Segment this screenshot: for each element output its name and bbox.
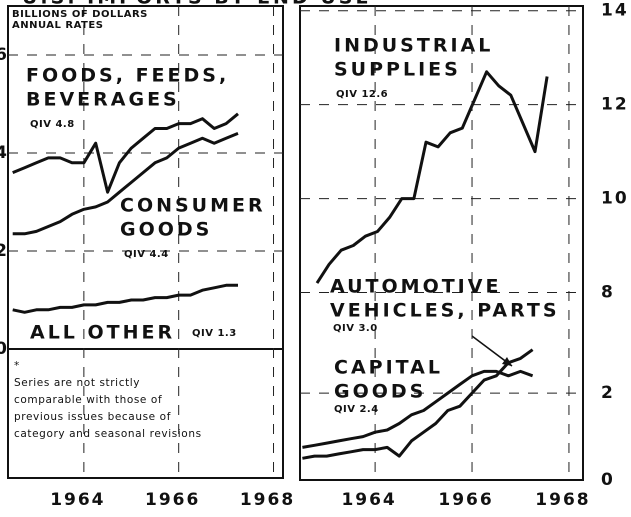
footnote: category and seasonal revisions — [14, 428, 202, 440]
y-tick-label: 8 — [601, 283, 615, 303]
left-frame — [7, 5, 284, 479]
unit-label: ANNUAL RATES — [12, 20, 103, 31]
series-note: QIV 4.4 — [124, 249, 169, 260]
y-tick-label: 6 — [0, 45, 9, 65]
unit-label: BILLIONS OF DOLLARS — [12, 9, 148, 20]
x-tick-label: 1966 — [145, 490, 200, 510]
right-frame — [299, 5, 584, 481]
series-line — [12, 112, 239, 194]
series-label: GOODS — [334, 381, 426, 403]
series-note: QIV 2.4 — [334, 404, 379, 415]
y-tick-label: 4 — [0, 143, 9, 163]
series-note: QIV 12.6 — [336, 89, 388, 100]
x-tick-label: 1966 — [438, 490, 493, 510]
series-note: QIV 3.0 — [333, 323, 378, 334]
y-tick-label: 2 — [0, 241, 9, 261]
series-line — [12, 132, 239, 236]
x-tick-label: 1968 — [535, 490, 590, 510]
footnote: comparable with those of — [14, 394, 162, 406]
series-label: CONSUMER — [120, 195, 266, 217]
footnote: previous issues because of — [14, 411, 171, 423]
series-label: SUPPLIES — [334, 59, 461, 81]
footnote: Series are not strictly — [14, 377, 140, 389]
x-tick-label: 1964 — [341, 490, 396, 510]
series-note: QIV 4.8 — [30, 119, 75, 130]
series-label: BEVERAGES — [26, 89, 180, 111]
series-label: AUTOMOTIVE — [330, 276, 501, 298]
series-line — [302, 348, 534, 460]
series-line — [315, 70, 549, 284]
x-tick-label: 1968 — [240, 490, 295, 510]
series-label: CAPITAL — [334, 357, 443, 379]
series-label: FOODS, FEEDS, — [26, 65, 229, 87]
chart-title: U.S. IMPORTS BY END USE — [22, 0, 371, 9]
footnote: * — [14, 360, 20, 372]
series-label: VEHICLES, PARTS — [330, 300, 560, 322]
y-tick-label: 10 — [601, 189, 629, 209]
series-line — [12, 283, 238, 314]
series-note: QIV 1.3 — [192, 328, 237, 339]
y-tick-label: 0 — [601, 470, 615, 490]
series-label: ALL OTHER — [30, 322, 175, 344]
y-tick-label: 14 — [601, 1, 629, 21]
x-tick-label: 1964 — [50, 490, 105, 510]
series-label: GOODS — [120, 219, 212, 241]
y-tick-label: 2 — [601, 383, 615, 403]
series-label: INDUSTRIAL — [334, 35, 493, 57]
series-line — [302, 369, 534, 449]
y-tick-label: 0 — [0, 339, 9, 359]
y-tick-label: 12 — [601, 95, 629, 115]
